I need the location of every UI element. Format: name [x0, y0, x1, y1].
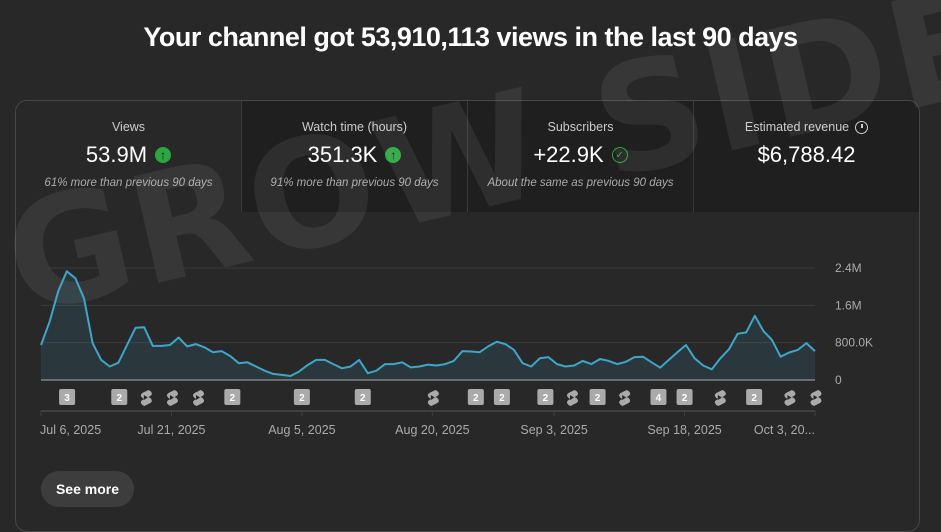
video-count-label: 4: [656, 393, 662, 404]
video-count-label: 2: [116, 393, 122, 404]
x-tick-label: Jul 6, 2025: [40, 423, 101, 437]
views-chart: 0 800.0K 1.6M 2.4M 3 2 2 2 2 2 2 2 2 4 2 2 Jul 6, 2025 Ju…: [0, 0, 941, 508]
x-tick-label: Aug 5, 2025: [268, 423, 335, 437]
video-count-label: 2: [682, 393, 688, 404]
x-tick-label: Sep 18, 2025: [647, 423, 721, 437]
video-count-label: 2: [230, 393, 236, 404]
y-tick-label: 800.0K: [835, 336, 873, 350]
y-tick-label: 2.4M: [835, 261, 862, 275]
x-tick-label: Aug 20, 2025: [395, 423, 469, 437]
see-more-button[interactable]: See more: [41, 471, 134, 507]
y-tick-label: 0: [835, 373, 842, 387]
video-count-label: 2: [595, 393, 601, 404]
x-tick-label: Oct 3, 20...: [754, 423, 815, 437]
y-tick-label: 1.6M: [835, 298, 862, 312]
video-count-label: 2: [473, 393, 479, 404]
video-count-label: 2: [299, 393, 305, 404]
video-count-label: 2: [499, 393, 505, 404]
video-count-label: 2: [360, 393, 366, 404]
video-count-label: 2: [543, 393, 549, 404]
video-count-label: 2: [751, 393, 757, 404]
x-tick-label: Jul 21, 2025: [137, 423, 205, 437]
video-count-label: 3: [64, 393, 70, 404]
x-tick-label: Sep 3, 2025: [520, 423, 587, 437]
